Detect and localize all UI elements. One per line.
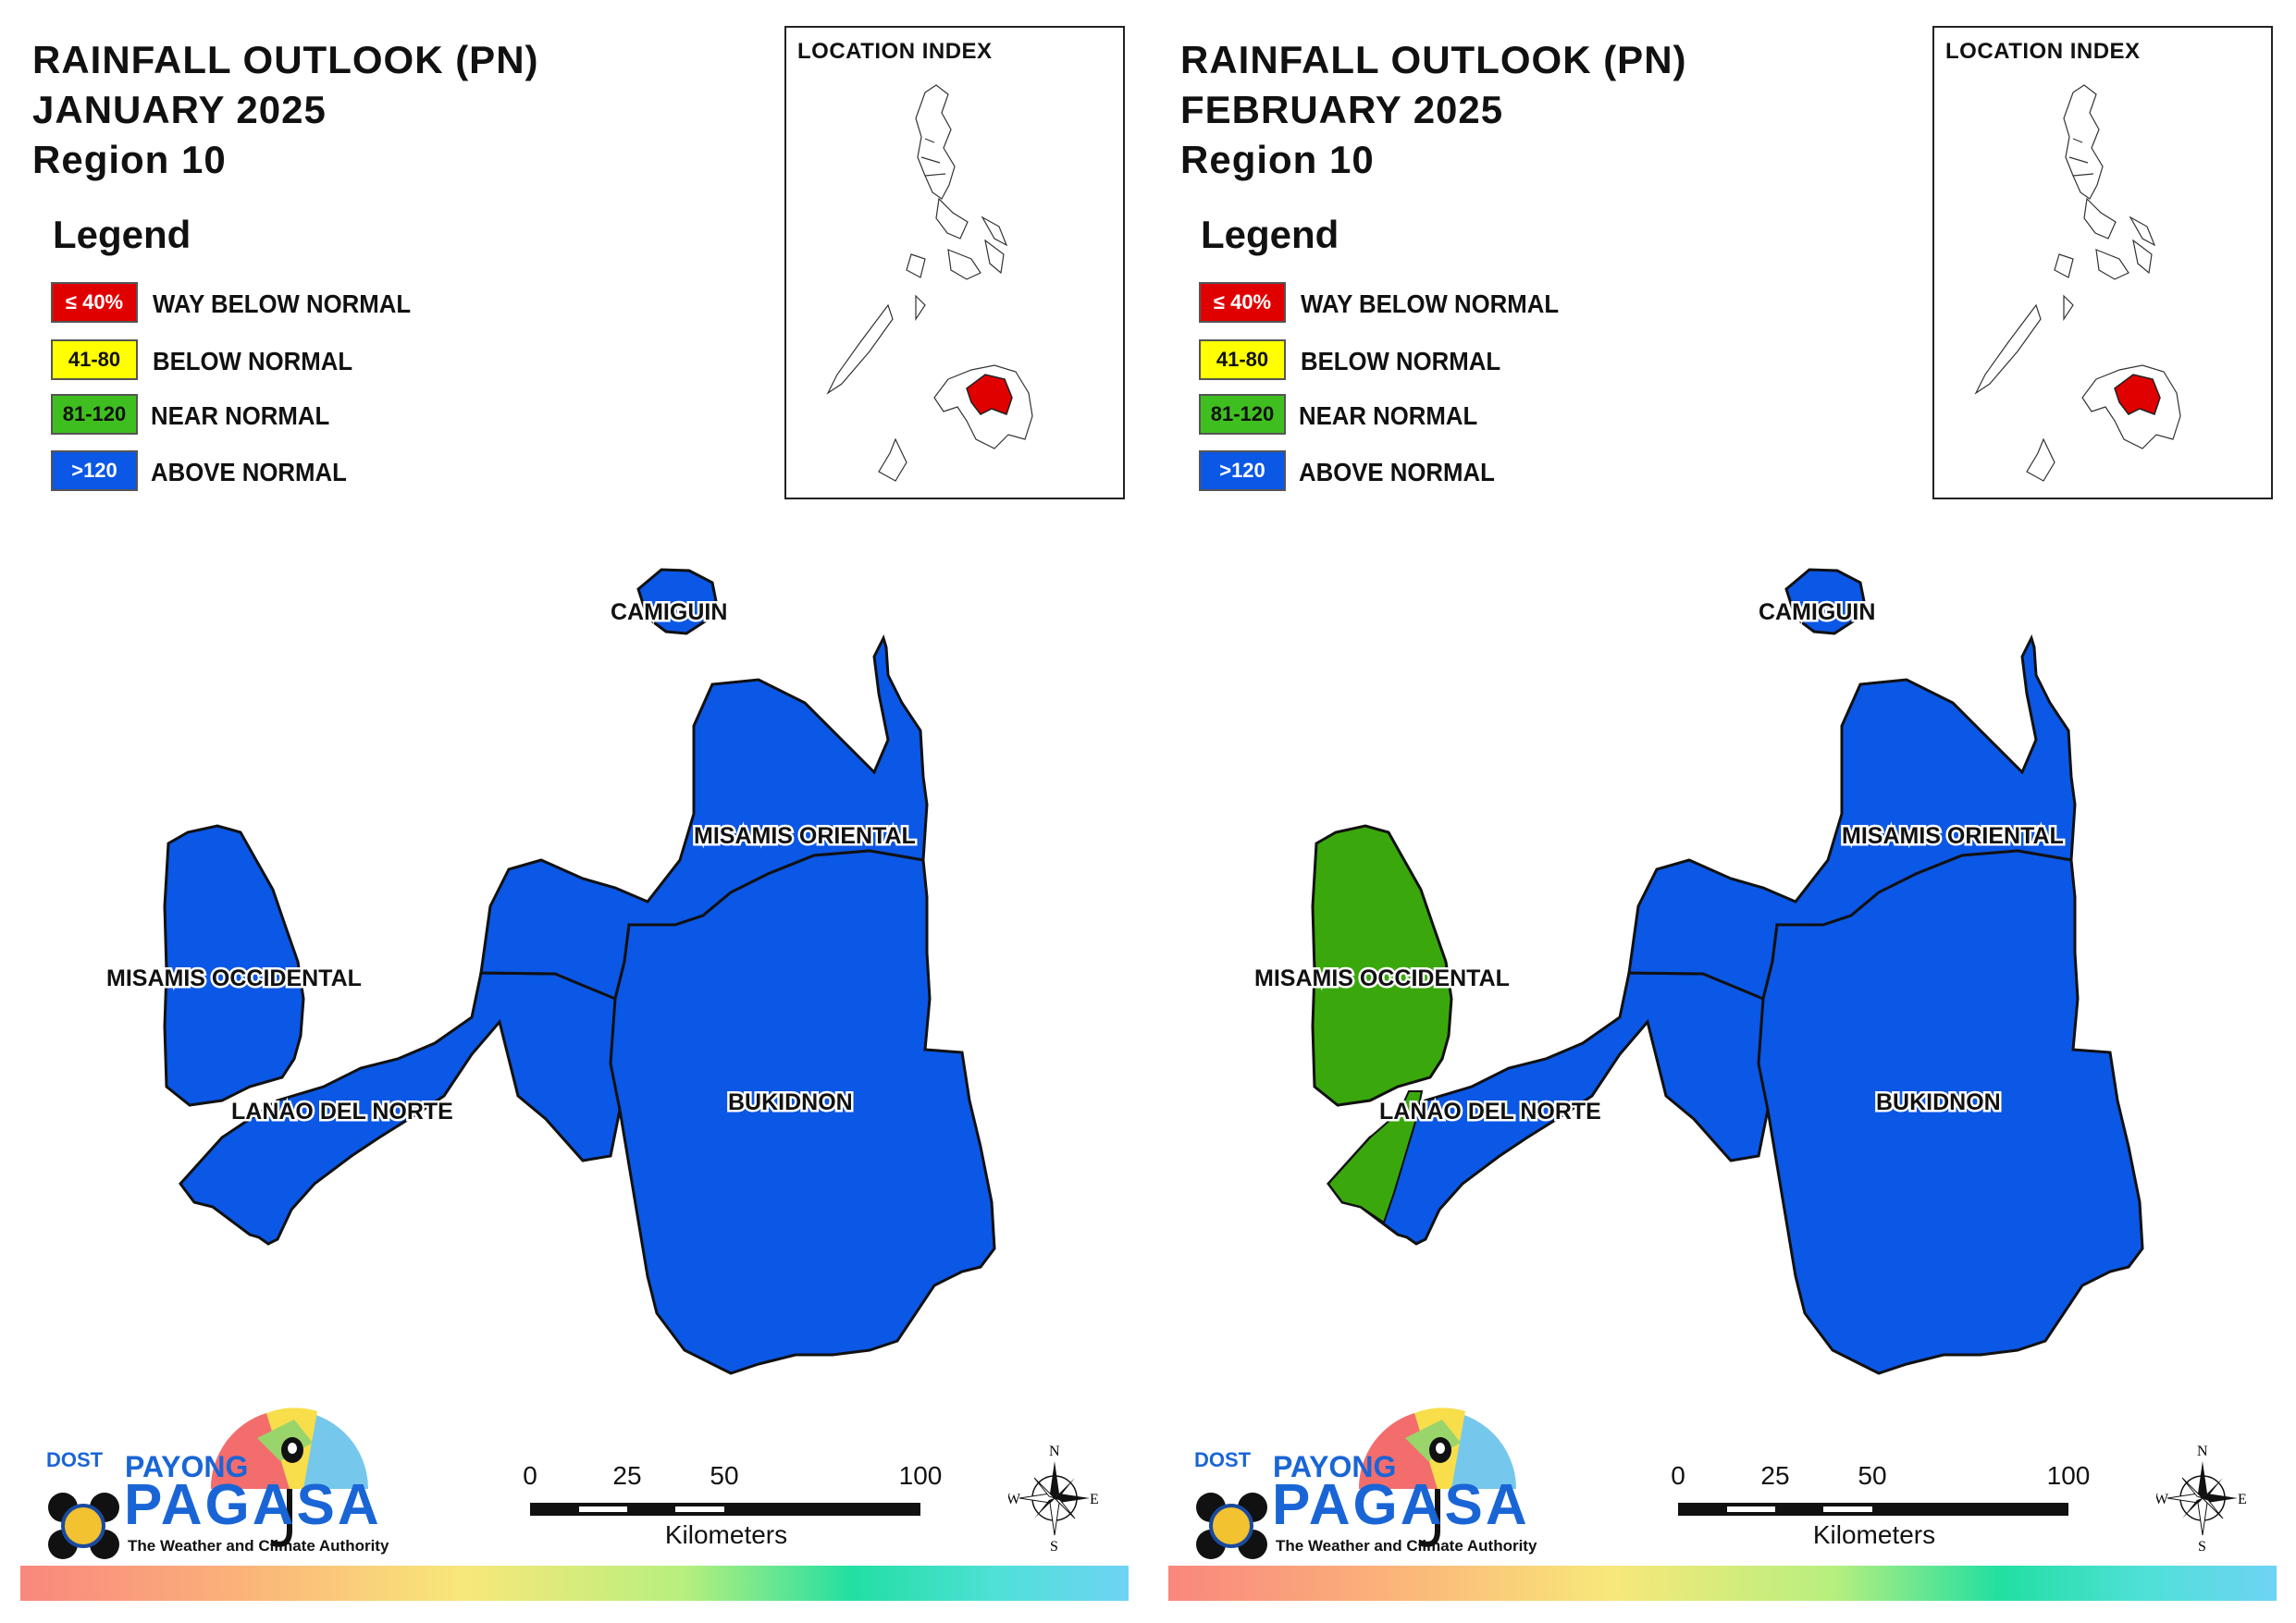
legend-label-near: NEAR NORMAL bbox=[1299, 401, 1478, 430]
pagasa-logo: DOST PAYONG PAGASA The Weather and Clima… bbox=[35, 1387, 396, 1563]
legend-swatch-way-below: ≤ 40% bbox=[1199, 282, 1286, 323]
scale-bar-graphic bbox=[1678, 1503, 2068, 1516]
legend-label-above: ABOVE NORMAL bbox=[1299, 458, 1495, 486]
philippines-inset-map bbox=[826, 84, 1033, 482]
location-index-title: LOCATION INDEX bbox=[797, 39, 993, 64]
scale-bar: 0 25 50 100 Kilometers bbox=[523, 1461, 942, 1563]
compass-s: S bbox=[2198, 1539, 2206, 1554]
label-misamis-occidental: MISAMIS OCCIDENTAL bbox=[1254, 965, 1510, 991]
legend-swatch-above: >120 bbox=[1199, 450, 1286, 491]
legend-swatch-below: 41-80 bbox=[51, 339, 138, 380]
region-10-highlight bbox=[966, 374, 1013, 415]
label-camiguin: CAMIGUIN bbox=[611, 599, 727, 625]
legend-title: Legend bbox=[1201, 213, 1339, 256]
scale-tick-50: 50 bbox=[1858, 1461, 1887, 1490]
title-line-3: Region 10 bbox=[1180, 138, 1375, 181]
region-10-highlight bbox=[2114, 374, 2161, 415]
province-misamis-occidental bbox=[1311, 824, 1453, 1107]
lanao-del-norte-near-normal-zone bbox=[1327, 1090, 1424, 1224]
philippines-inset-map bbox=[1974, 84, 2181, 482]
scale-bar-graphic bbox=[530, 1503, 920, 1516]
compass-rose-icon: N S E W bbox=[1006, 1444, 1099, 1555]
pagasa-logo: DOST PAYONG PAGASA The Weather and Clima… bbox=[1183, 1387, 1544, 1563]
province-labels: CAMIGUIN MISAMIS ORIENTAL MISAMIS OCCIDE… bbox=[1253, 597, 2067, 1127]
location-index-title: LOCATION INDEX bbox=[1945, 39, 2141, 64]
scale-bar: 0 25 50 100 Kilometers bbox=[1671, 1461, 2090, 1563]
label-lanao-del-norte: LANAO DEL NORTE bbox=[231, 1099, 453, 1125]
legend-swatch-below: 41-80 bbox=[1199, 339, 1286, 380]
label-misamis-oriental: MISAMIS ORIENTAL bbox=[1842, 823, 2064, 849]
province-labels: CAMIGUIN MISAMIS ORIENTAL MISAMIS OCCIDE… bbox=[105, 597, 919, 1127]
pagasa-label: PAGASA bbox=[1272, 1473, 1530, 1537]
scale-unit-label: Kilometers bbox=[664, 1520, 788, 1549]
scale-unit-label: Kilometers bbox=[1812, 1520, 1936, 1549]
scale-tick-0: 0 bbox=[1671, 1461, 1685, 1490]
compass-e: E bbox=[1090, 1492, 1099, 1507]
legend-title: Legend bbox=[53, 213, 191, 256]
north-arrow: N S E W bbox=[1006, 1443, 1101, 1555]
label-misamis-occidental: MISAMIS OCCIDENTAL bbox=[106, 965, 362, 991]
legend-label-above: ABOVE NORMAL bbox=[151, 458, 347, 486]
province-misamis-occidental bbox=[163, 824, 305, 1107]
region-10-map: CAMIGUIN MISAMIS ORIENTAL MISAMIS OCCIDE… bbox=[105, 568, 996, 1375]
province-bukidnon bbox=[609, 849, 996, 1375]
outlook-panel-january: RAINFALL OUTLOOK (PN) JANUARY 2025 Regio… bbox=[20, 26, 1129, 1601]
label-camiguin: CAMIGUIN bbox=[1759, 599, 1875, 625]
pagasa-tagline: The Weather and Climate Authority bbox=[1276, 1537, 1537, 1555]
footer-gradient-bar bbox=[20, 1566, 1129, 1601]
payong-label: PAYONG bbox=[125, 1450, 249, 1483]
compass-n: N bbox=[1049, 1444, 1060, 1459]
title-line-1: RAINFALL OUTLOOK (PN) bbox=[1180, 38, 1687, 81]
label-misamis-oriental: MISAMIS ORIENTAL bbox=[694, 823, 916, 849]
scale-tick-25: 25 bbox=[612, 1461, 642, 1490]
legend-swatch-near: 81-120 bbox=[1199, 394, 1286, 435]
map-title: RAINFALL OUTLOOK (PN) FEBRUARY 2025 Regi… bbox=[1180, 35, 1687, 185]
payong-umbrella-icon bbox=[1196, 1408, 1516, 1559]
compass-w: W bbox=[1008, 1492, 1021, 1507]
legend-label-way-below: WAY BELOW NORMAL bbox=[153, 289, 412, 318]
scale-tick-25: 25 bbox=[1760, 1461, 1790, 1490]
map-title: RAINFALL OUTLOOK (PN) JANUARY 2025 Regio… bbox=[32, 35, 539, 185]
label-bukidnon: BUKIDNON bbox=[728, 1089, 853, 1115]
title-line-2: JANUARY 2025 bbox=[32, 88, 327, 131]
scale-tick-100: 100 bbox=[2046, 1461, 2091, 1490]
pagasa-tagline: The Weather and Climate Authority bbox=[128, 1537, 389, 1555]
label-bukidnon: BUKIDNON bbox=[1876, 1089, 2001, 1115]
dost-label: DOST bbox=[46, 1448, 104, 1471]
scale-tick-50: 50 bbox=[710, 1461, 739, 1490]
footer-gradient-bar bbox=[1168, 1566, 2277, 1601]
location-index-inset: LOCATION INDEX bbox=[1932, 26, 2273, 499]
payong-umbrella-icon bbox=[48, 1408, 368, 1559]
title-line-2: FEBRUARY 2025 bbox=[1180, 88, 1504, 131]
scale-tick-0: 0 bbox=[523, 1461, 537, 1490]
compass-w: W bbox=[2156, 1492, 2169, 1507]
pagasa-label: PAGASA bbox=[124, 1473, 382, 1537]
dost-label: DOST bbox=[1194, 1448, 1252, 1471]
label-lanao-del-norte: LANAO DEL NORTE bbox=[1379, 1099, 1601, 1125]
province-camiguin bbox=[1784, 568, 1867, 635]
legend-swatch-way-below: ≤ 40% bbox=[51, 282, 138, 323]
region-10-map: CAMIGUIN MISAMIS ORIENTAL MISAMIS OCCIDE… bbox=[1253, 568, 2144, 1375]
outlook-panel-february: RAINFALL OUTLOOK (PN) FEBRUARY 2025 Regi… bbox=[1148, 0, 2296, 1623]
compass-s: S bbox=[1050, 1539, 1058, 1554]
legend-label-way-below: WAY BELOW NORMAL bbox=[1301, 289, 1560, 318]
province-lanao-del-norte bbox=[1327, 971, 1779, 1246]
compass-e: E bbox=[2238, 1492, 2247, 1507]
payong-label: PAYONG bbox=[1273, 1450, 1397, 1483]
north-arrow: N S E W bbox=[2154, 1443, 2249, 1555]
province-bukidnon bbox=[1757, 849, 2144, 1375]
compass-n: N bbox=[2197, 1444, 2208, 1459]
title-line-3: Region 10 bbox=[32, 138, 227, 181]
location-index-inset: LOCATION INDEX bbox=[784, 26, 1125, 499]
compass-rose-icon: N S E W bbox=[2154, 1444, 2247, 1555]
legend-label-below: BELOW NORMAL bbox=[1301, 347, 1501, 375]
province-camiguin bbox=[636, 568, 719, 635]
legend-swatch-near: 81-120 bbox=[51, 394, 138, 435]
legend-label-below: BELOW NORMAL bbox=[153, 347, 353, 375]
legend-swatch-above: >120 bbox=[51, 450, 138, 491]
province-lanao-del-norte bbox=[179, 971, 631, 1246]
legend-label-near: NEAR NORMAL bbox=[151, 401, 330, 430]
scale-tick-100: 100 bbox=[898, 1461, 943, 1490]
title-line-1: RAINFALL OUTLOOK (PN) bbox=[32, 38, 539, 81]
